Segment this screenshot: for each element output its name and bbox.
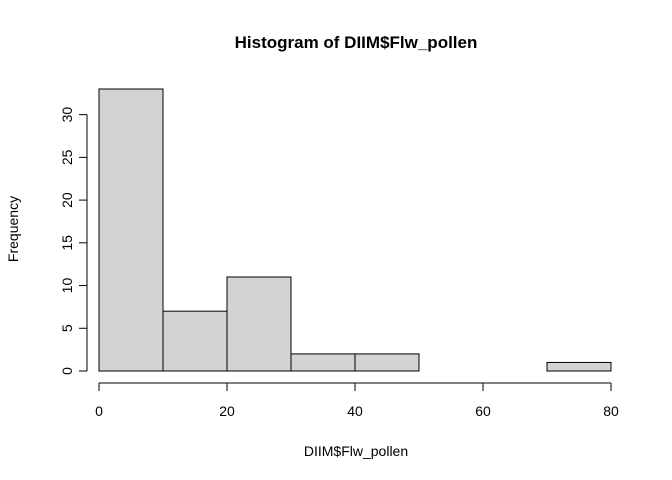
y-tick-label-1: 5 <box>59 324 75 332</box>
y-axis-label: Frequency <box>5 196 21 262</box>
histogram-bar-1 <box>162 310 228 372</box>
x-tick-label-1: 20 <box>219 403 235 419</box>
y-tick-label-6: 30 <box>59 107 75 123</box>
y-tick-label-0: 0 <box>59 367 75 375</box>
histogram-bars <box>98 88 612 372</box>
histogram-bar-0 <box>98 88 164 372</box>
x-axis: 0 20 40 60 80 <box>95 382 619 419</box>
histogram-bar-4 <box>354 353 420 372</box>
histogram-bar-2 <box>226 276 292 372</box>
y-tick-label-2: 10 <box>59 278 75 294</box>
histogram-bar-3 <box>290 353 356 372</box>
x-tick-label-0: 0 <box>95 403 103 419</box>
y-axis: 0 5 10 15 20 25 30 <box>59 107 88 375</box>
chart-title: Histogram of DIIM$Flw_pollen <box>235 33 478 52</box>
y-tick-label-4: 20 <box>59 192 75 208</box>
x-tick-label-3: 60 <box>475 403 491 419</box>
y-tick-label-5: 25 <box>59 149 75 165</box>
histogram-bar-7 <box>546 361 612 372</box>
x-tick-label-2: 40 <box>347 403 363 419</box>
x-axis-label: DIIM$Flw_pollen <box>304 443 408 459</box>
y-tick-label-3: 15 <box>59 235 75 251</box>
x-tick-label-4: 80 <box>603 403 619 419</box>
